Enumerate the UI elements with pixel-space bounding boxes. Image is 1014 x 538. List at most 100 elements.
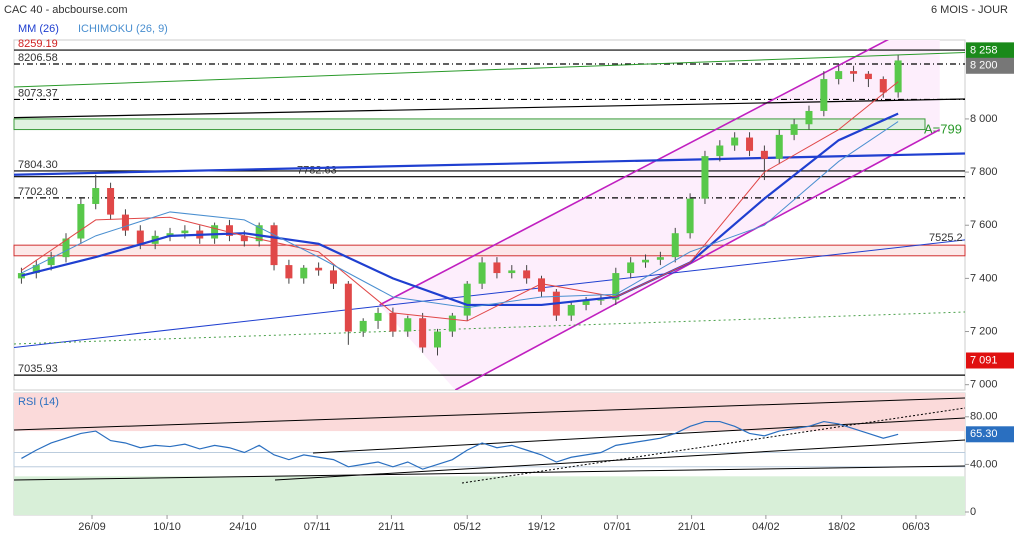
rsi-trend — [461, 407, 966, 484]
zone — [13, 244, 966, 257]
x-tick-label: 21/01 — [678, 521, 706, 533]
trendline — [14, 239, 965, 348]
legend-ichimoku: ICHIMOKU (26, 9) — [78, 23, 168, 35]
candle-body — [270, 225, 278, 266]
level-label: 7702.80 — [18, 186, 58, 198]
main-panel — [13, 39, 966, 391]
rsi-badge — [966, 426, 1014, 443]
candle-body — [389, 312, 397, 332]
candle-body — [567, 304, 575, 316]
candle-body — [448, 315, 456, 332]
candle-body — [760, 150, 768, 159]
candle-body — [656, 257, 664, 260]
rsi-trend — [13, 397, 966, 431]
level-label: 7782.63 — [297, 165, 337, 177]
candle-body — [211, 225, 219, 239]
candle-body — [597, 299, 605, 301]
zone — [13, 118, 926, 131]
legend-ma: MM (26) — [18, 23, 59, 35]
price-badge — [966, 57, 1014, 74]
candle-body — [746, 137, 754, 151]
x-tick-label: 07/01 — [604, 521, 632, 533]
candle-body — [775, 134, 783, 159]
candle-body — [790, 124, 798, 135]
y-tick-label: 8 000 — [970, 113, 998, 125]
price-badge-label: 7 091 — [970, 354, 998, 366]
rsi-title: RSI (14) — [18, 396, 59, 408]
rsi-trend — [274, 439, 966, 481]
candle-body — [77, 203, 85, 239]
trend-label: 7525.2 — [929, 232, 963, 244]
candle-body — [538, 278, 546, 292]
rsi-oversold — [14, 476, 965, 515]
candle-body — [671, 233, 679, 258]
rsi-trend — [312, 417, 966, 454]
candle-body — [166, 233, 174, 236]
x-tick-label: 26/09 — [78, 521, 106, 533]
candle-body — [716, 145, 724, 157]
candle-body — [493, 262, 501, 274]
y-tick-label: 7 600 — [970, 219, 998, 231]
chart-title: CAC 40 - abcbourse.com — [4, 4, 128, 16]
indicator-line — [21, 121, 899, 309]
candle-body — [731, 137, 739, 146]
price-badge — [966, 352, 1014, 369]
trendline — [14, 152, 965, 176]
x-tick-label: 19/12 — [528, 521, 556, 533]
candle-body — [820, 79, 828, 111]
candle-body — [47, 257, 55, 266]
indicator-line — [21, 112, 899, 307]
x-tick-label: 21/11 — [378, 521, 405, 533]
level-label: 8073.37 — [18, 87, 58, 99]
candle-body — [894, 60, 902, 93]
y-tick-label: 7 200 — [970, 325, 998, 337]
candle-body — [805, 110, 813, 125]
trendline — [454, 128, 941, 390]
candle-body — [121, 214, 129, 231]
trendline — [379, 40, 890, 306]
rsi-trend — [13, 465, 966, 481]
candle-body — [92, 188, 100, 204]
candle-body — [329, 270, 337, 284]
x-tick-label: 04/02 — [752, 521, 780, 533]
price-badge-label: 8 258 — [970, 44, 998, 56]
level-label: 8206.58 — [18, 52, 58, 64]
chart-subtitle: 6 MOIS - JOUR — [931, 4, 1008, 16]
y-tick-label: 7 400 — [970, 272, 998, 284]
y-tick-label: 7 000 — [970, 379, 998, 391]
candle-body — [879, 79, 887, 93]
candle-body — [850, 71, 858, 74]
candle-body — [107, 188, 115, 215]
candle-body — [225, 225, 233, 236]
trendline — [14, 51, 965, 88]
level-label: 8259.19 — [18, 38, 58, 50]
dotted-trend — [13, 311, 966, 345]
candle-body — [701, 156, 709, 199]
candle-body — [686, 198, 694, 234]
candle-body — [285, 265, 293, 279]
x-tick-label: 05/12 — [453, 521, 481, 533]
candle-body — [62, 238, 70, 258]
candle-body — [32, 265, 40, 274]
candle-body — [523, 270, 531, 279]
candle-body — [255, 225, 263, 242]
x-tick-label: 10/10 — [153, 521, 181, 533]
candle-body — [344, 283, 352, 332]
rsi-badge-label: 65.30 — [970, 428, 998, 440]
candle-body — [404, 318, 412, 332]
y-tick-label: 7 800 — [970, 166, 998, 178]
candle-body — [642, 259, 650, 263]
level-label: 7804.30 — [18, 159, 58, 171]
candle-body — [419, 318, 427, 348]
rsi-tick-label: 0 — [970, 506, 976, 518]
candle-body — [582, 299, 590, 305]
candle-body — [136, 230, 144, 244]
candle-body — [374, 312, 382, 321]
candle-body — [627, 262, 635, 274]
price-badge — [966, 42, 1014, 59]
price-badge-label: 8 200 — [970, 60, 998, 72]
candle-body — [508, 270, 516, 274]
candle-body — [864, 73, 872, 80]
candle-body — [240, 235, 248, 242]
